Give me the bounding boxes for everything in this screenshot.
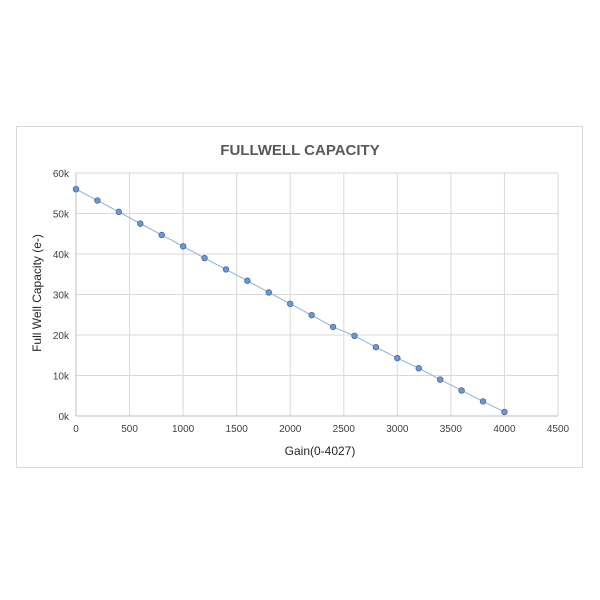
data-point (137, 220, 144, 227)
data-point (308, 311, 315, 319)
data-point (351, 332, 358, 340)
x-tick-label: 1000 (172, 424, 195, 435)
x-tick-label: 2000 (279, 424, 302, 435)
chart-container: FULLWELL CAPACITY 0 500 1000 1500 2000 2500 30… (16, 126, 583, 468)
data-point (415, 365, 422, 372)
data-point (115, 208, 123, 216)
y-tick-label: 60k (53, 169, 70, 180)
y-tick-label: 50k (53, 210, 70, 221)
data-point (179, 243, 187, 250)
y-tick-label: 40k (53, 250, 70, 261)
y-axis-label: Full Well Capacity (e-) (30, 234, 44, 352)
grid-layer (76, 172, 559, 416)
data-point (372, 343, 380, 351)
x-tick-label: 4500 (547, 424, 570, 435)
tick-labels: 0 500 1000 1500 2000 2500 3000 3500 4000 4500 0k 10… (53, 169, 570, 435)
x-tick-label: 3000 (386, 424, 409, 435)
x-tick-label: 2500 (333, 424, 356, 435)
data-point (72, 186, 80, 193)
x-tick-label: 500 (121, 424, 138, 435)
data-point (458, 387, 465, 394)
x-tick-label: 3500 (440, 424, 463, 435)
x-tick-label: 0 (73, 424, 79, 435)
x-axis-label: Gain(0-4027) (285, 444, 356, 458)
data-point (394, 354, 401, 362)
data-point (158, 231, 165, 239)
series-layer (72, 186, 508, 416)
data-point (501, 408, 508, 416)
x-tick-label: 4000 (493, 424, 516, 435)
y-tick-label: 30k (53, 291, 70, 302)
data-point (222, 266, 230, 273)
axis-layer (75, 173, 558, 417)
data-point (244, 277, 251, 284)
data-point (287, 300, 294, 308)
x-tick-label: 1500 (226, 424, 249, 435)
data-point (94, 197, 101, 204)
data-point (479, 398, 487, 405)
fullwell-capacity-chart: FULLWELL CAPACITY 0 500 1000 1500 2000 2500 30… (30, 142, 570, 458)
data-point (329, 323, 337, 331)
y-tick-label: 10k (53, 372, 70, 383)
y-tick-label: 0k (58, 412, 70, 423)
data-point (265, 289, 272, 296)
chart-title: FULLWELL CAPACITY (220, 142, 379, 159)
data-point (436, 376, 444, 383)
y-tick-label: 20k (53, 331, 70, 342)
data-point (201, 254, 208, 262)
